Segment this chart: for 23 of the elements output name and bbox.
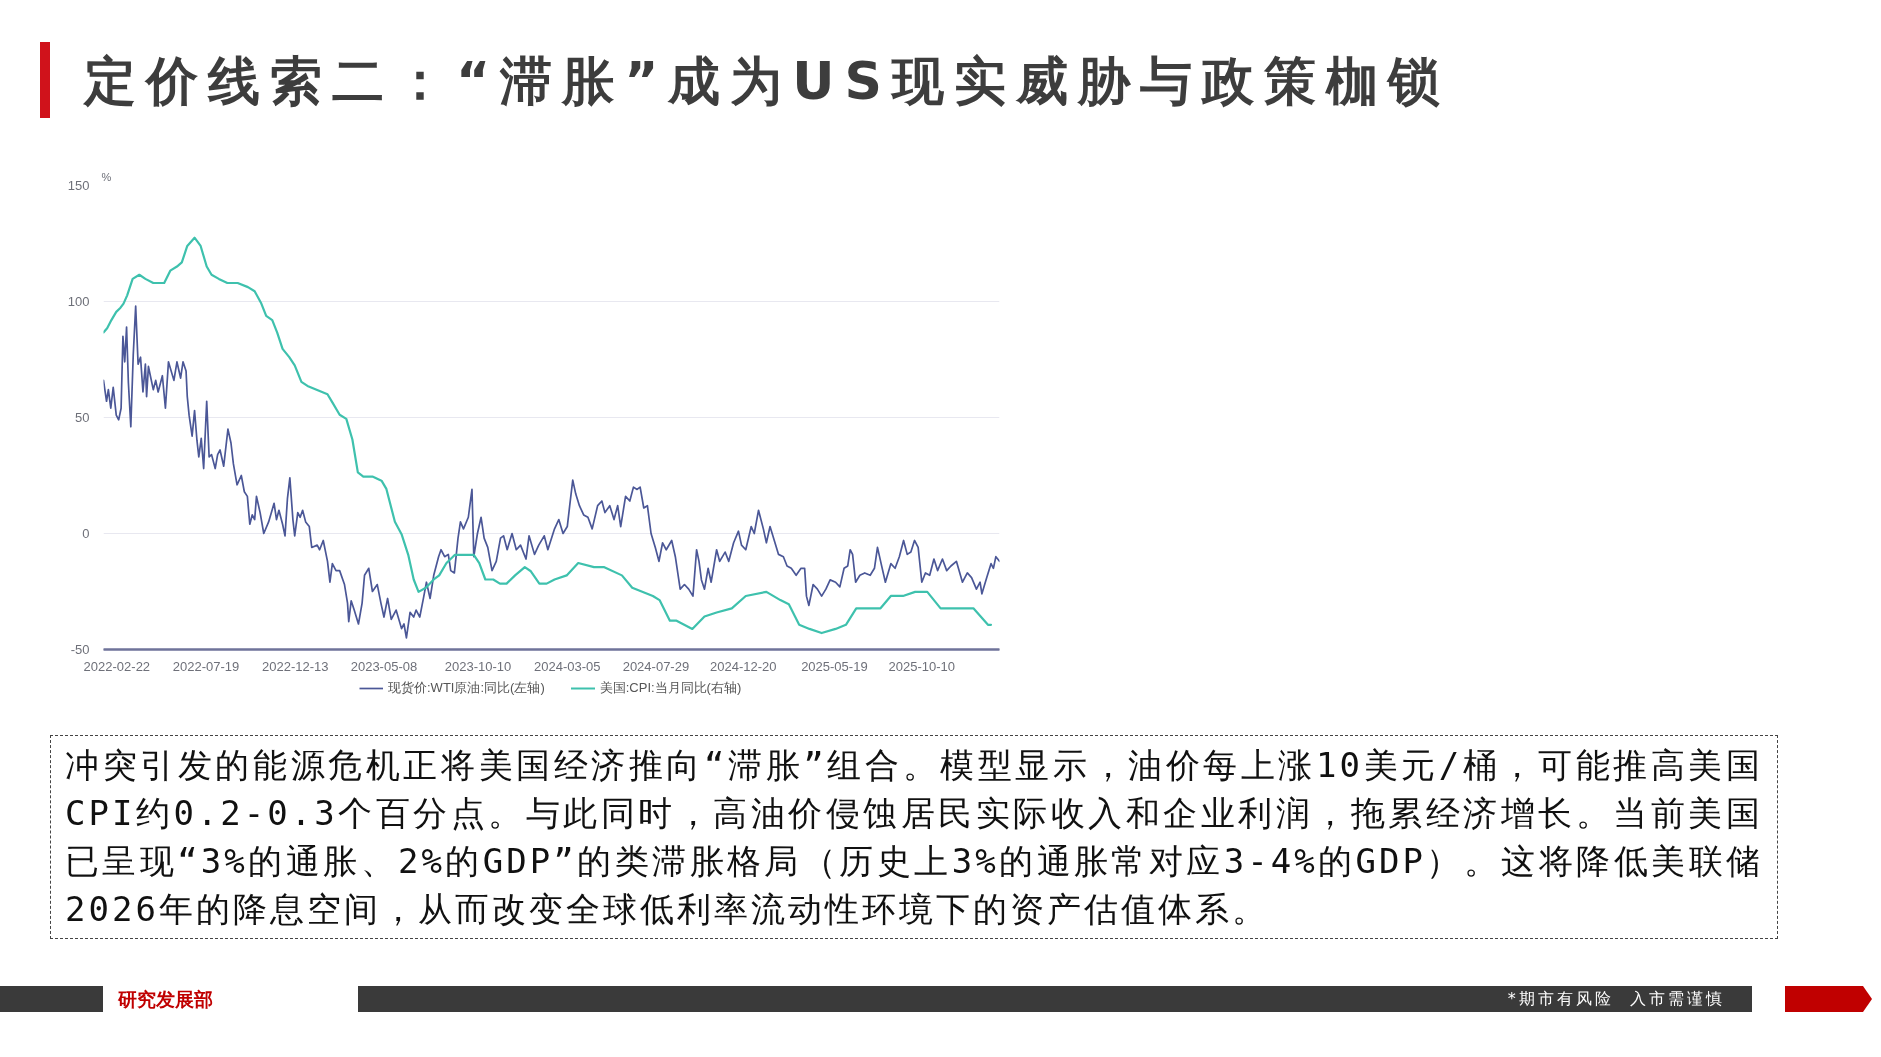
y-tick-label: 100 bbox=[67, 294, 90, 309]
x-tick-label: 2023-05-08 bbox=[350, 658, 418, 674]
text: *期市有风险 入市需谨慎 bbox=[1507, 988, 1725, 1010]
y-tick-label: 150 bbox=[67, 178, 90, 193]
chart-title: 定价线索二：“滞胀”成为US现实威胁与政策枷锁 bbox=[84, 50, 1451, 113]
y-axis-title: % bbox=[101, 170, 112, 183]
x-tick-label: 2022-02-22 bbox=[83, 658, 151, 674]
x-tick-label: 2024-03-05 bbox=[534, 658, 601, 674]
y-tick-label: 0 bbox=[82, 526, 90, 541]
legend-label: 现货价:WTI原油:同比(左轴) bbox=[388, 679, 545, 697]
x-tick-label: 2025-05-19 bbox=[801, 658, 868, 674]
x-tick-label: 2022-12-13 bbox=[262, 658, 329, 674]
x-tick-label: 2024-07-29 bbox=[622, 658, 690, 674]
x-tick-label: 2024-12-20 bbox=[710, 658, 777, 674]
y-tick-label: -50 bbox=[70, 642, 90, 657]
x-tick-label: 2025-10-10 bbox=[888, 658, 956, 674]
legend-label: 美国:CPI:当月同比(右轴) bbox=[599, 679, 742, 697]
line-series bbox=[103, 305, 1000, 639]
text: 研究发展部 bbox=[118, 987, 213, 1012]
y-tick-label: 50 bbox=[75, 410, 90, 425]
text: 冲突引发的能源危机正将美国经济推向“滞胀”组合。模型显示，油价每上涨10美元/桶，可能推高美国CPI约0.2-0.3个百分点。与此同时，高油价侵蚀居民实际收入和企业利润，拖累经济增长。当前美国已呈现“3%的通胀、2%的GDP”的类滞胀格局（历史上3%的通胀常对应3-4%的GDP）。这将降低美联储2026年的降息空间，从而改变全球低利率流动性环境下的资产估值体系。 bbox=[50, 735, 1778, 939]
x-tick-label: 2022-07-19 bbox=[172, 658, 240, 674]
x-tick-label: 2023-10-10 bbox=[444, 658, 512, 674]
